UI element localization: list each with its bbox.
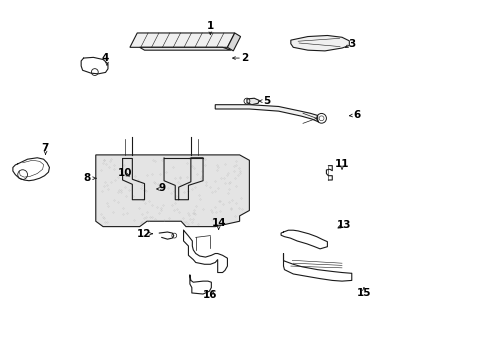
Polygon shape	[96, 155, 249, 226]
Text: 10: 10	[118, 168, 132, 178]
Text: 7: 7	[41, 143, 48, 153]
Text: 9: 9	[158, 183, 165, 193]
Polygon shape	[215, 105, 318, 122]
Text: 2: 2	[241, 53, 247, 63]
Polygon shape	[246, 98, 259, 105]
Polygon shape	[140, 47, 231, 50]
Text: 13: 13	[337, 220, 351, 230]
Text: 5: 5	[262, 96, 269, 106]
Polygon shape	[130, 33, 234, 47]
Polygon shape	[227, 33, 240, 51]
Text: 6: 6	[352, 111, 360, 121]
Text: 11: 11	[334, 159, 348, 169]
Text: 4: 4	[102, 53, 109, 63]
Text: 14: 14	[211, 218, 225, 228]
Polygon shape	[290, 36, 348, 51]
Text: 12: 12	[137, 229, 151, 239]
Text: 16: 16	[203, 291, 217, 301]
Text: 1: 1	[206, 21, 214, 31]
Text: 3: 3	[347, 39, 355, 49]
Text: 15: 15	[356, 288, 370, 298]
Text: 8: 8	[84, 173, 91, 183]
